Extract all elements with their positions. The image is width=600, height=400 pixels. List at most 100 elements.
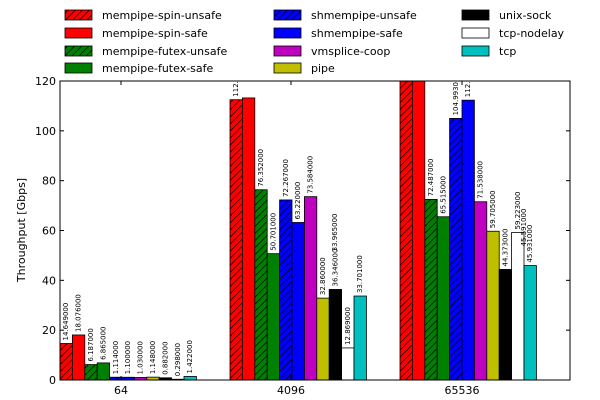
bar	[461, 99, 475, 380]
legend-swatch	[273, 45, 302, 57]
legend-label: unix-sock	[499, 9, 552, 22]
bar-hatch	[230, 99, 243, 380]
legend: mempipe-spin-unsafe mempipe-spin-safe memp…	[64, 9, 565, 75]
data-label: 71.538000	[477, 161, 485, 199]
legend-label: mempipe-futex-safe	[102, 62, 214, 75]
legend-item: vmsplice-coop	[273, 45, 390, 58]
legend-item: mempipe-futex-unsafe	[64, 45, 227, 58]
data-label: 14.649000	[62, 303, 70, 341]
data-label: 12.869000	[344, 307, 352, 345]
legend-label: shmempipe-safe	[311, 27, 403, 40]
legend-item: shmempipe-safe	[273, 27, 403, 40]
data-label: 112.5	[232, 77, 240, 97]
bar	[353, 295, 367, 380]
legend-swatch-hatch	[65, 10, 92, 20]
legend-swatch	[64, 62, 93, 74]
legend-label: vmsplice-coop	[311, 45, 390, 58]
data-label: 45.591000	[520, 209, 528, 247]
bar	[316, 297, 330, 380]
data-label: 0.298000	[174, 343, 182, 376]
data-label: 0.882000	[161, 341, 169, 374]
bar	[183, 376, 197, 380]
bar-hatch	[400, 81, 413, 380]
data-label: 63.220000	[294, 182, 302, 220]
bar-hatch	[84, 364, 98, 380]
legend-item: pipe	[273, 62, 335, 75]
legend-swatch	[64, 27, 93, 39]
bar	[436, 216, 451, 380]
legend-item: tcp-nodelay	[461, 27, 565, 40]
y-tick-label: 40	[42, 274, 56, 287]
data-label: 45.931000	[526, 225, 534, 263]
data-label: 6.865000	[99, 326, 107, 359]
data-label: 65.515000	[439, 176, 447, 214]
data-label: 36.346000	[331, 249, 339, 287]
data-label: 104.99300	[452, 78, 460, 116]
data-label: 73.584000	[307, 156, 315, 194]
data-label: 76.352000	[257, 149, 265, 187]
data-label: 59.223000	[514, 192, 522, 230]
legend-swatch	[461, 9, 490, 21]
legend-item: tcp	[461, 45, 516, 58]
bar-hatch	[60, 343, 73, 380]
x-tick-label: 4096	[277, 384, 305, 397]
y-tick-label: 100	[35, 125, 56, 138]
data-label: 18.076000	[75, 294, 83, 332]
bar	[328, 289, 343, 380]
legend-item: unix-sock	[461, 9, 552, 22]
bar-hatch	[109, 377, 122, 380]
data-label: 1.114000	[112, 341, 120, 374]
bar	[486, 230, 500, 380]
bar-hatch	[279, 199, 292, 380]
data-labels: 14.649000 18.076000 6.187000 6.865000 1.1140…	[62, 77, 534, 376]
data-label: 72.267000	[282, 159, 290, 197]
y-tick-label: 20	[42, 324, 56, 337]
legend-swatch	[273, 62, 302, 74]
y-axis-label: Throughput [Gbps]	[15, 178, 28, 283]
data-label: 32.860000	[319, 257, 327, 295]
bar	[96, 362, 110, 380]
bars	[60, 81, 537, 380]
legend-item: shmempipe-unsafe	[273, 9, 417, 22]
data-label: 44.373000	[501, 229, 509, 267]
data-label: 1.100000	[124, 341, 132, 374]
plot-area: 14.649000 18.076000 6.187000 6.865000 1.1140…	[35, 75, 571, 397]
bar-hatch	[449, 118, 462, 380]
legend-label: mempipe-spin-safe	[102, 27, 208, 40]
legend-label: mempipe-spin-unsafe	[102, 9, 222, 22]
legend-swatch-hatch	[65, 46, 92, 56]
data-label: 112.3	[464, 77, 472, 97]
data-label: 33.965000	[331, 214, 339, 252]
bar	[511, 232, 525, 380]
bar	[473, 201, 488, 380]
bar	[241, 97, 256, 380]
data-label: 50.701000	[269, 213, 277, 251]
bar-hatch	[254, 189, 268, 380]
data-label: 59.705000	[489, 190, 497, 228]
legend-item: mempipe-spin-unsafe	[64, 9, 222, 22]
bar	[498, 269, 513, 380]
bar	[411, 81, 426, 380]
legend-swatch	[273, 27, 302, 39]
data-label: 1.148000	[149, 341, 157, 374]
y-tick-label: 0	[49, 374, 56, 387]
data-label: 6.187000	[87, 328, 95, 361]
bar	[303, 196, 318, 380]
legend-swatch	[461, 27, 490, 39]
data-label: 33.701000	[356, 255, 364, 293]
y-tick-label: 120	[35, 75, 56, 88]
legend-swatch	[461, 45, 490, 57]
bar	[72, 334, 86, 380]
legend-swatch-hatch	[274, 10, 301, 20]
x-tick-label: 64	[114, 384, 128, 397]
data-label: 72.487000	[427, 159, 435, 197]
legend-label: tcp-nodelay	[499, 27, 565, 40]
legend-label: pipe	[311, 62, 335, 75]
legend-label: shmempipe-unsafe	[311, 9, 417, 22]
y-tick-label: 80	[42, 175, 56, 188]
x-tick-label: 65536	[445, 384, 480, 397]
data-label: 1.422000	[186, 340, 194, 373]
legend-item: mempipe-futex-safe	[64, 62, 214, 75]
legend-item: mempipe-spin-safe	[64, 27, 208, 40]
